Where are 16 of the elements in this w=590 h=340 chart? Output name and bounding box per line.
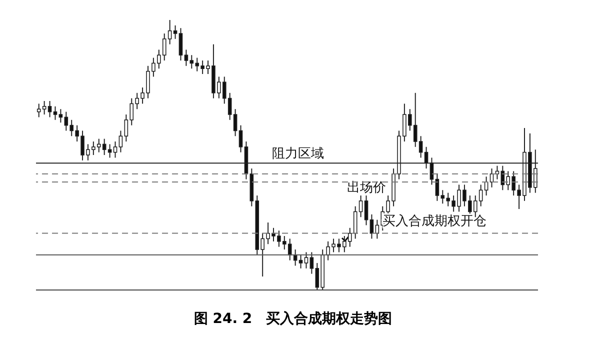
candlestick [173,24,178,40]
candlestick [53,106,58,120]
candlestick [364,195,368,226]
candlestick [304,252,308,269]
candlestick [48,100,52,118]
candlestick [113,141,118,158]
candlestick [238,124,243,153]
candlestick [233,108,238,137]
ref-line-label: 阻力区域 [272,146,324,162]
text: 图 24. 2 买入合成期权走势图 [192,310,394,328]
candlestick [108,144,112,158]
candlestick [178,28,183,61]
candlestick [370,214,374,240]
candlestick [358,195,363,218]
candlestick [298,254,303,269]
candlestick [118,130,123,153]
